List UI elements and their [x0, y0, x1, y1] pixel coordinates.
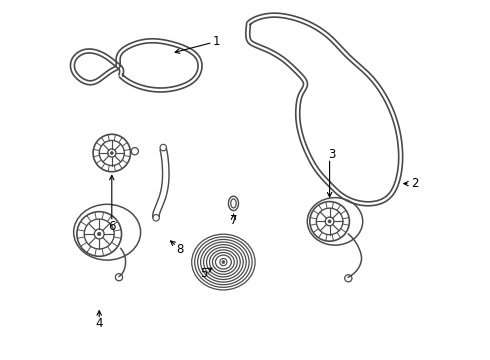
Circle shape: [328, 220, 331, 223]
Text: 8: 8: [176, 243, 183, 256]
Circle shape: [110, 152, 113, 154]
Circle shape: [98, 232, 101, 236]
Text: 3: 3: [328, 148, 336, 161]
Circle shape: [222, 261, 225, 264]
Text: 4: 4: [96, 317, 103, 330]
Text: 7: 7: [230, 214, 237, 227]
Text: 1: 1: [213, 35, 220, 48]
Text: 2: 2: [411, 177, 419, 190]
Text: 6: 6: [108, 220, 116, 233]
Text: 5: 5: [200, 267, 207, 280]
